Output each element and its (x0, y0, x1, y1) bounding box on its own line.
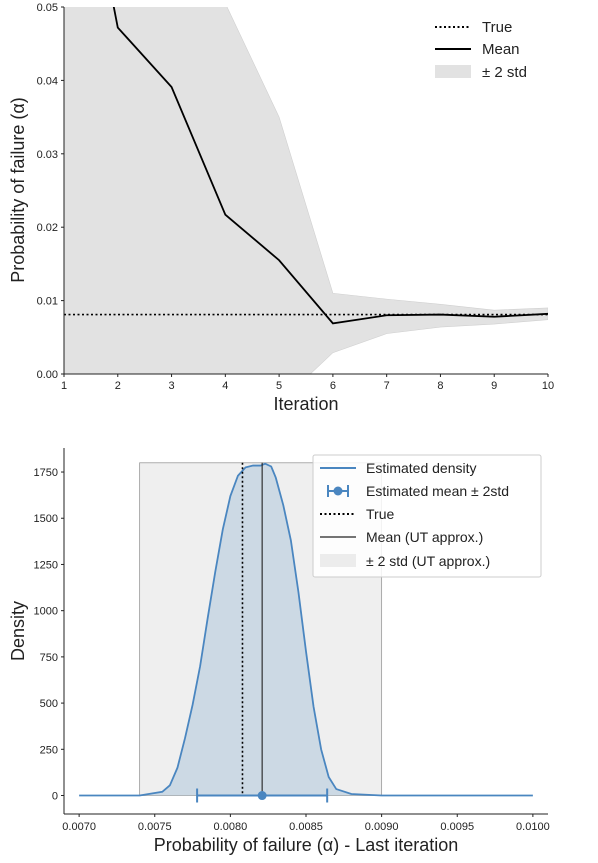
y-tick-label: 250 (40, 744, 58, 756)
series-line-mean (112, 7, 548, 325)
bottom-legend: Estimated density Estimated mean ± 2std … (312, 454, 542, 578)
y-tick-label: 0.05 (37, 2, 58, 14)
bottom-legend-frame (312, 454, 542, 578)
y-tick-label: 0 (52, 791, 58, 803)
x-tick-label: 2 (115, 380, 121, 392)
x-tick-label: 10 (542, 380, 554, 392)
legend-ut-mean-label: Mean (UT approx.) (366, 529, 483, 545)
bottom-x-axis-label: Probability of failure (α) - Last iterat… (154, 835, 459, 855)
top-legend: True Mean ± 2 std (435, 19, 527, 81)
legend-errorbar-swatch (327, 485, 349, 497)
bottom-chart: 0.0070 0.0075 0.0080 0.0085 0.0090 0.0095 0.01… (8, 448, 550, 855)
legend-std-label: ± 2 std (482, 64, 527, 81)
density-fill (79, 463, 533, 796)
x-tick-label: 5 (276, 380, 282, 392)
top-std-band-layer (64, 7, 548, 374)
y-tick-label: 1750 (34, 467, 58, 479)
y-tick-label: 1250 (34, 559, 58, 571)
top-chart: 1 2 3 4 5 6 7 8 9 10 0.00 0.01 0.02 0.03 0.04 0.05 Ite… (8, 2, 554, 414)
bottom-y-ticks: 0 250 500 750 1000 1250 1500 1750 (34, 467, 64, 803)
legend-errorbar-label: Estimated mean ± 2std (366, 483, 509, 499)
x-tick-label: 8 (437, 380, 443, 392)
density-line (79, 462, 533, 797)
y-tick-label: 0.04 (37, 75, 58, 87)
x-tick-label: 9 (491, 380, 497, 392)
x-tick-label: 0.0070 (62, 821, 96, 833)
x-tick-label: 4 (222, 380, 228, 392)
y-tick-label: 500 (40, 698, 58, 710)
x-tick-label: 6 (330, 380, 336, 392)
y-tick-label: 750 (40, 652, 58, 664)
top-lines-layer (64, 7, 548, 325)
x-tick-label: 0.0080 (214, 821, 248, 833)
y-tick-label: 1500 (34, 513, 58, 525)
top-x-axis-label: Iteration (273, 394, 338, 414)
legend-std-swatch (435, 65, 471, 78)
x-tick-label: 1 (61, 380, 67, 392)
x-tick-label: 0.0090 (365, 821, 399, 833)
x-tick-label: 0.0095 (440, 821, 474, 833)
y-tick-label: 0.01 (37, 296, 58, 308)
errorbar-mean-point (257, 791, 267, 801)
top-y-ticks: 0.00 0.01 0.02 0.03 0.04 0.05 (37, 2, 64, 381)
x-tick-label: 3 (168, 380, 174, 392)
top-x-ticks: 1 2 3 4 5 6 7 8 9 10 (61, 374, 554, 392)
legend-true-label-bottom: True (366, 506, 394, 522)
y-tick-label: 0.00 (37, 369, 58, 381)
x-tick-label: 0.0075 (138, 821, 172, 833)
y-tick-label: 0.02 (37, 222, 58, 234)
std-band (64, 7, 548, 374)
bottom-x-ticks: 0.0070 0.0075 0.0080 0.0085 0.0090 0.0095 0.01… (62, 814, 550, 833)
y-tick-label: 0.03 (37, 149, 58, 161)
bottom-y-axis-label: Density (8, 601, 28, 661)
legend-density-label: Estimated density (366, 460, 477, 476)
x-tick-label: 7 (384, 380, 390, 392)
x-tick-label: 0.0085 (289, 821, 323, 833)
y-tick-label: 1000 (34, 606, 58, 618)
legend-ut-band-swatch (320, 554, 356, 567)
legend-true-label: True (482, 19, 512, 36)
legend-ut-band-label: ± 2 std (UT approx.) (366, 553, 490, 569)
x-tick-label: 0.0100 (516, 821, 550, 833)
top-y-axis-label: Probability of failure (α) (8, 97, 28, 282)
legend-mean-label: Mean (482, 41, 520, 58)
